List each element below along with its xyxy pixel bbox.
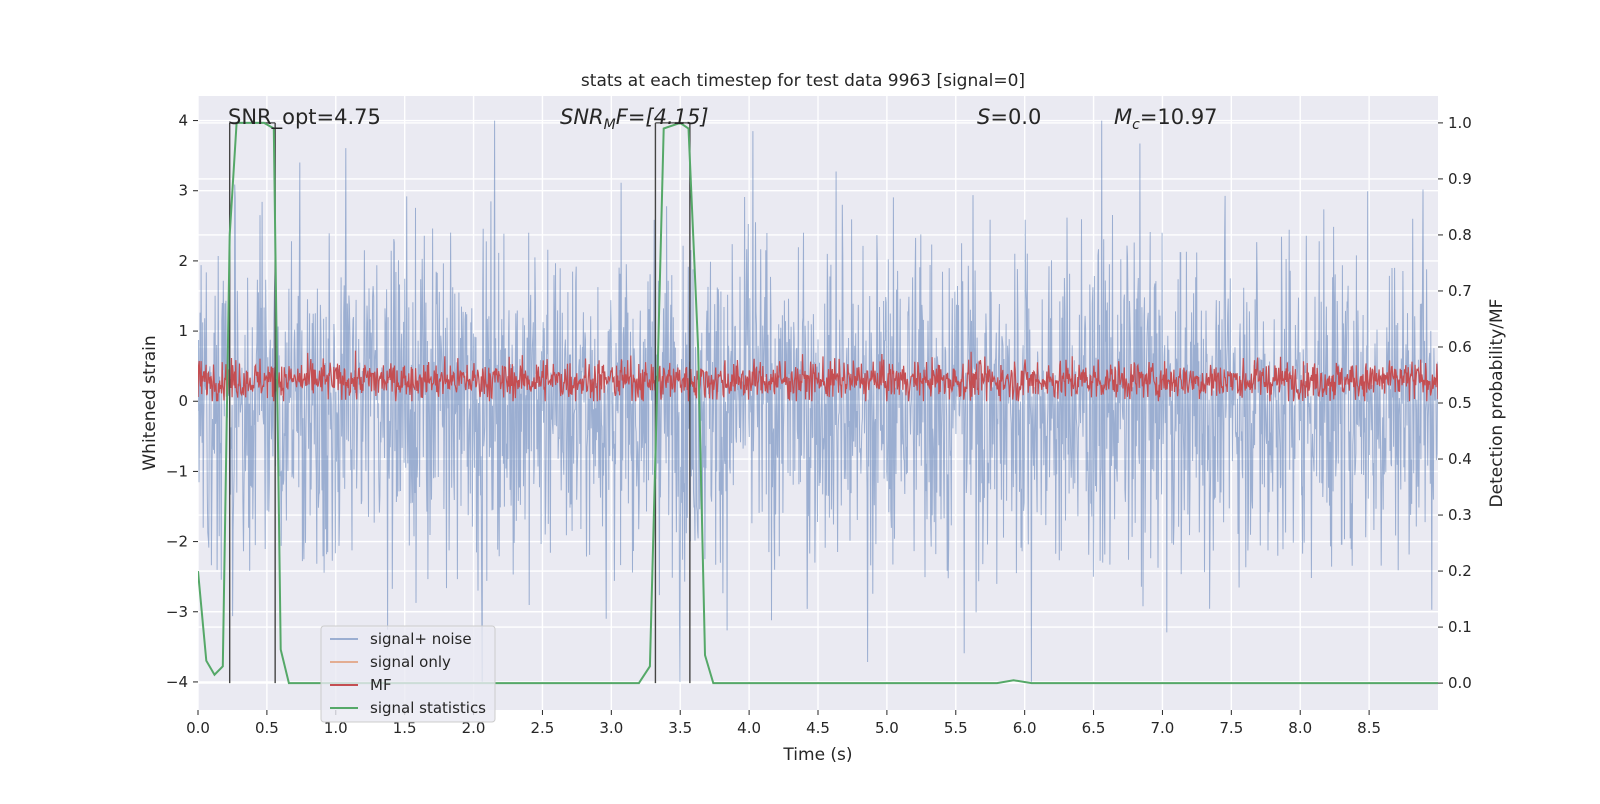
y-left-tick-label: −2 [166,533,188,551]
y-axis-right-label: Detection probability/MF [1487,299,1507,508]
x-tick-label: 1.0 [324,719,348,737]
x-tick-label: 7.0 [1151,719,1175,737]
y-left-tick-label: 3 [178,182,188,200]
x-tick-label: 5.5 [944,719,968,737]
annotation-mc: Mc=10.97 [1114,105,1218,133]
x-tick-label: 1.5 [393,719,417,737]
y-right-tick-label: 0.4 [1448,450,1472,468]
y-right-tick-label: 0.9 [1448,170,1472,188]
annotation-snr-mf-sub: M [604,117,616,133]
y-right-tick-label: 0.8 [1448,226,1472,244]
annotation-mc-base: M [1114,105,1132,129]
legend: signal+ noise signal only MF signal stat… [320,625,496,723]
annotation-mc-sub: c [1132,117,1140,133]
y-right-tick-label: 0.3 [1448,506,1472,524]
x-tick-label: 4.0 [737,719,761,737]
y-right-tick-label: 0.0 [1448,674,1472,692]
x-tick-label: 8.0 [1288,719,1312,737]
x-tick-label: 6.0 [1013,719,1037,737]
y-left-tick-label: −3 [166,603,188,621]
y-right-tick-label: 1.0 [1448,114,1472,132]
y-left-tick-label: 1 [178,322,188,340]
y-axis-left-ticks: −4 −3 −2 −1 0 1 2 3 4 [166,112,198,691]
annotation-mc-rest: =10.97 [1140,105,1218,129]
x-tick-label: 3.0 [599,719,623,737]
legend-label-signal-only: signal only [370,653,451,671]
annotation-snr-mf: SNRMF=[4.15] [560,105,709,133]
y-axis-left-label: Whitened strain [140,335,160,470]
annotation-s-base: S [977,105,990,129]
x-tick-label: 7.5 [1219,719,1243,737]
x-axis-label: Time (s) [782,745,852,765]
y-right-tick-label: 0.2 [1448,562,1472,580]
y-right-tick-label: 0.7 [1448,282,1472,300]
legend-label-mf: MF [370,676,392,694]
legend-label-signal-noise: signal+ noise [370,630,472,648]
annotation-snr-mf-rest: F=[4.15] [616,105,709,129]
x-tick-label: 4.5 [806,719,830,737]
legend-box [320,625,496,723]
y-right-tick-label: 0.1 [1448,618,1472,636]
y-left-tick-label: −1 [166,462,188,480]
y-right-tick-label: 0.6 [1448,338,1472,356]
x-tick-label: 5.0 [875,719,899,737]
y-axis-right-ticks: 0.0 0.1 0.2 0.3 0.4 0.5 0.6 0.7 0.8 0.9 1.0 [1438,114,1472,692]
legend-label-signal-statistics: signal statistics [370,699,486,717]
x-tick-label: 2.5 [531,719,555,737]
x-tick-label: 0.5 [255,719,279,737]
y-right-tick-label: 0.5 [1448,394,1472,412]
y-left-tick-label: 0 [178,392,188,410]
annotation-s: S=0.0 [977,105,1041,129]
y-left-tick-label: 4 [178,112,188,130]
annotation-snr-mf-base: SNR [560,105,604,129]
series-mf [198,350,1438,402]
y-left-tick-label: −4 [166,673,188,691]
y-left-tick-label: 2 [178,252,188,270]
series-line-mf [198,350,1438,402]
x-tick-label: 6.5 [1082,719,1106,737]
x-tick-label: 8.5 [1357,719,1381,737]
annotation-snr-opt: SNR_opt=4.75 [228,105,381,130]
chart-title: stats at each timestep for test data 996… [581,71,1025,91]
x-tick-label: 0.0 [186,719,210,737]
x-tick-label: 3.5 [668,719,692,737]
x-axis-ticks: 0.0 0.5 1.0 1.5 2.0 2.5 3.0 3.5 4.0 4.5 5.0 5.5 6.0 6… [186,710,1381,737]
x-tick-label: 2.0 [462,719,486,737]
annotation-s-rest: =0.0 [990,105,1041,129]
